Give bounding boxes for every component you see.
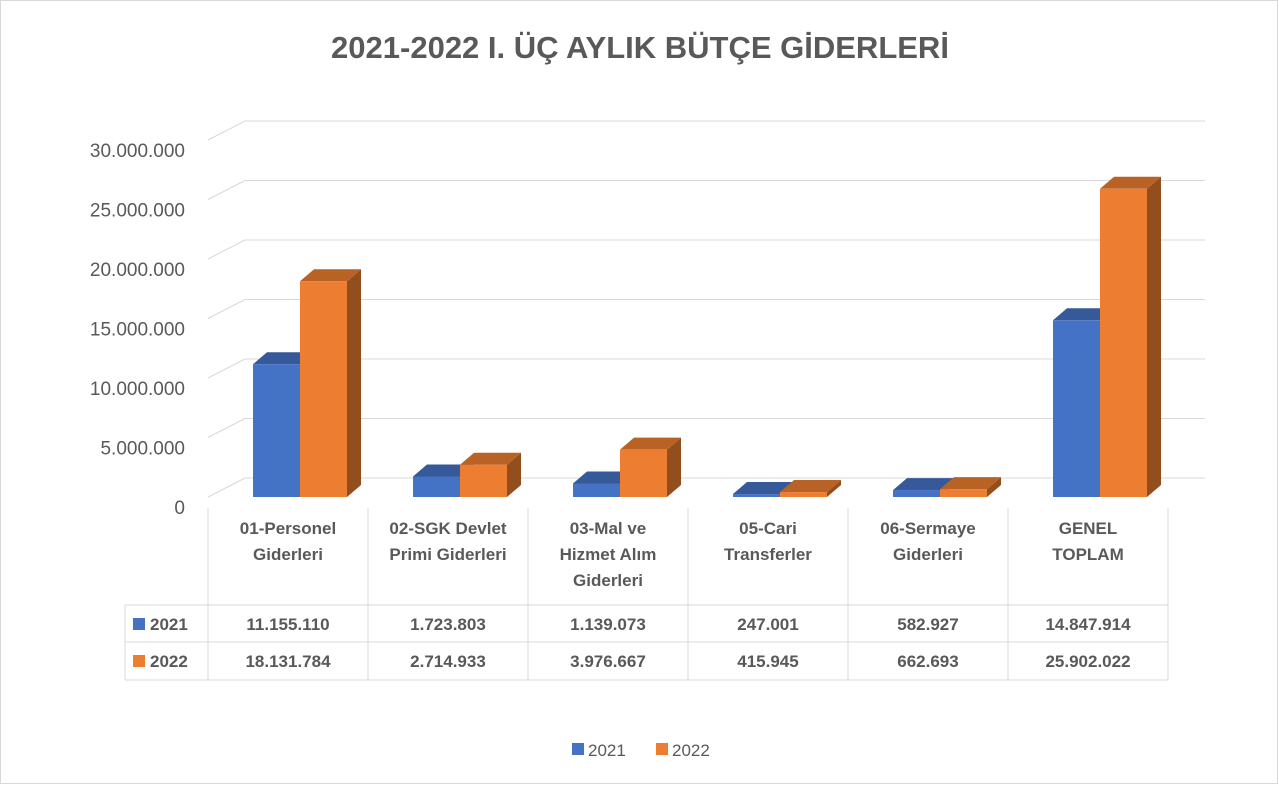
bar bbox=[300, 281, 347, 497]
bar bbox=[1053, 320, 1100, 497]
bar-top bbox=[620, 437, 681, 450]
bar bbox=[620, 449, 667, 497]
y-tick-label: 5.000.000 bbox=[100, 439, 185, 460]
table-value: 25.902.022 bbox=[1045, 652, 1130, 671]
bar-side bbox=[667, 437, 681, 497]
table-value: 1.723.803 bbox=[410, 615, 486, 634]
y-tick-label: 20.000.000 bbox=[90, 260, 185, 281]
table-value: 582.927 bbox=[897, 615, 958, 634]
legend-key bbox=[572, 743, 584, 755]
grid-line-side bbox=[207, 239, 246, 260]
bar-top bbox=[573, 471, 634, 484]
legend-label: 2021 bbox=[588, 741, 626, 760]
table-value: 11.155.110 bbox=[246, 615, 329, 634]
bar bbox=[460, 464, 507, 497]
grid-line-side bbox=[207, 120, 246, 141]
bar-top bbox=[300, 269, 361, 282]
bar-top bbox=[780, 480, 841, 493]
category-label: 06-Sermaye Giderleri bbox=[880, 519, 976, 564]
category-label: 01-Personel Giderleri bbox=[239, 519, 337, 564]
bar-side bbox=[987, 477, 1001, 497]
table-value: 1.139.073 bbox=[570, 615, 646, 634]
category-label: GENEL TOPLAM bbox=[1052, 519, 1124, 564]
table-value: 247.001 bbox=[737, 615, 798, 634]
bar-top bbox=[253, 352, 314, 365]
table-series-label: 2021 bbox=[150, 615, 188, 634]
bar bbox=[253, 364, 300, 497]
category-label: 03-Mal ve Hizmet Alım Giderleri bbox=[559, 519, 657, 590]
table-value: 2.714.933 bbox=[410, 652, 486, 671]
bar bbox=[780, 492, 827, 497]
y-tick-label: 15.000.000 bbox=[90, 320, 185, 341]
table-value: 3.976.667 bbox=[570, 652, 646, 671]
table-value: 662.693 bbox=[897, 652, 958, 671]
bar-side bbox=[1147, 176, 1161, 498]
bar bbox=[1100, 188, 1147, 498]
grid-line-side bbox=[207, 358, 246, 379]
category-label: 05-Cari Transferler bbox=[724, 519, 812, 564]
bar-top bbox=[893, 478, 954, 491]
bar-side bbox=[827, 480, 841, 497]
bar-top bbox=[413, 464, 474, 477]
table-series-label: 2022 bbox=[150, 652, 188, 671]
y-tick-label: 0 bbox=[174, 498, 185, 519]
bar bbox=[573, 483, 620, 497]
category-label: 02-SGK Devlet Primi Giderleri bbox=[389, 519, 507, 564]
grid-line-side bbox=[207, 180, 246, 200]
bar bbox=[893, 490, 940, 497]
bar bbox=[733, 494, 780, 497]
bar bbox=[940, 489, 987, 497]
table-value: 18.131.784 bbox=[245, 652, 331, 671]
y-tick-label: 25.000.000 bbox=[90, 201, 185, 222]
bar-top bbox=[733, 482, 794, 495]
bar-top bbox=[1100, 176, 1161, 189]
bar-top bbox=[940, 477, 1001, 490]
bar bbox=[413, 476, 460, 497]
table-value: 14.847.914 bbox=[1045, 615, 1131, 634]
bar-side bbox=[507, 452, 521, 497]
chart-title: 2021-2022 I. ÜÇ AYLIK BÜTÇE GİDERLERİ bbox=[331, 30, 949, 65]
legend-key bbox=[133, 618, 145, 630]
grid-line-side bbox=[207, 299, 246, 319]
grid-line-side bbox=[207, 418, 246, 438]
legend-key bbox=[133, 655, 145, 667]
table-value: 415.945 bbox=[737, 652, 798, 671]
bar-side bbox=[347, 269, 361, 497]
bar-top bbox=[1053, 308, 1114, 321]
grid-line-side bbox=[207, 477, 246, 498]
bar-top bbox=[460, 452, 521, 465]
y-tick-label: 30.000.000 bbox=[90, 141, 185, 162]
legend-label: 2022 bbox=[672, 741, 710, 760]
legend-key bbox=[656, 743, 668, 755]
y-tick-label: 10.000.000 bbox=[90, 379, 185, 400]
